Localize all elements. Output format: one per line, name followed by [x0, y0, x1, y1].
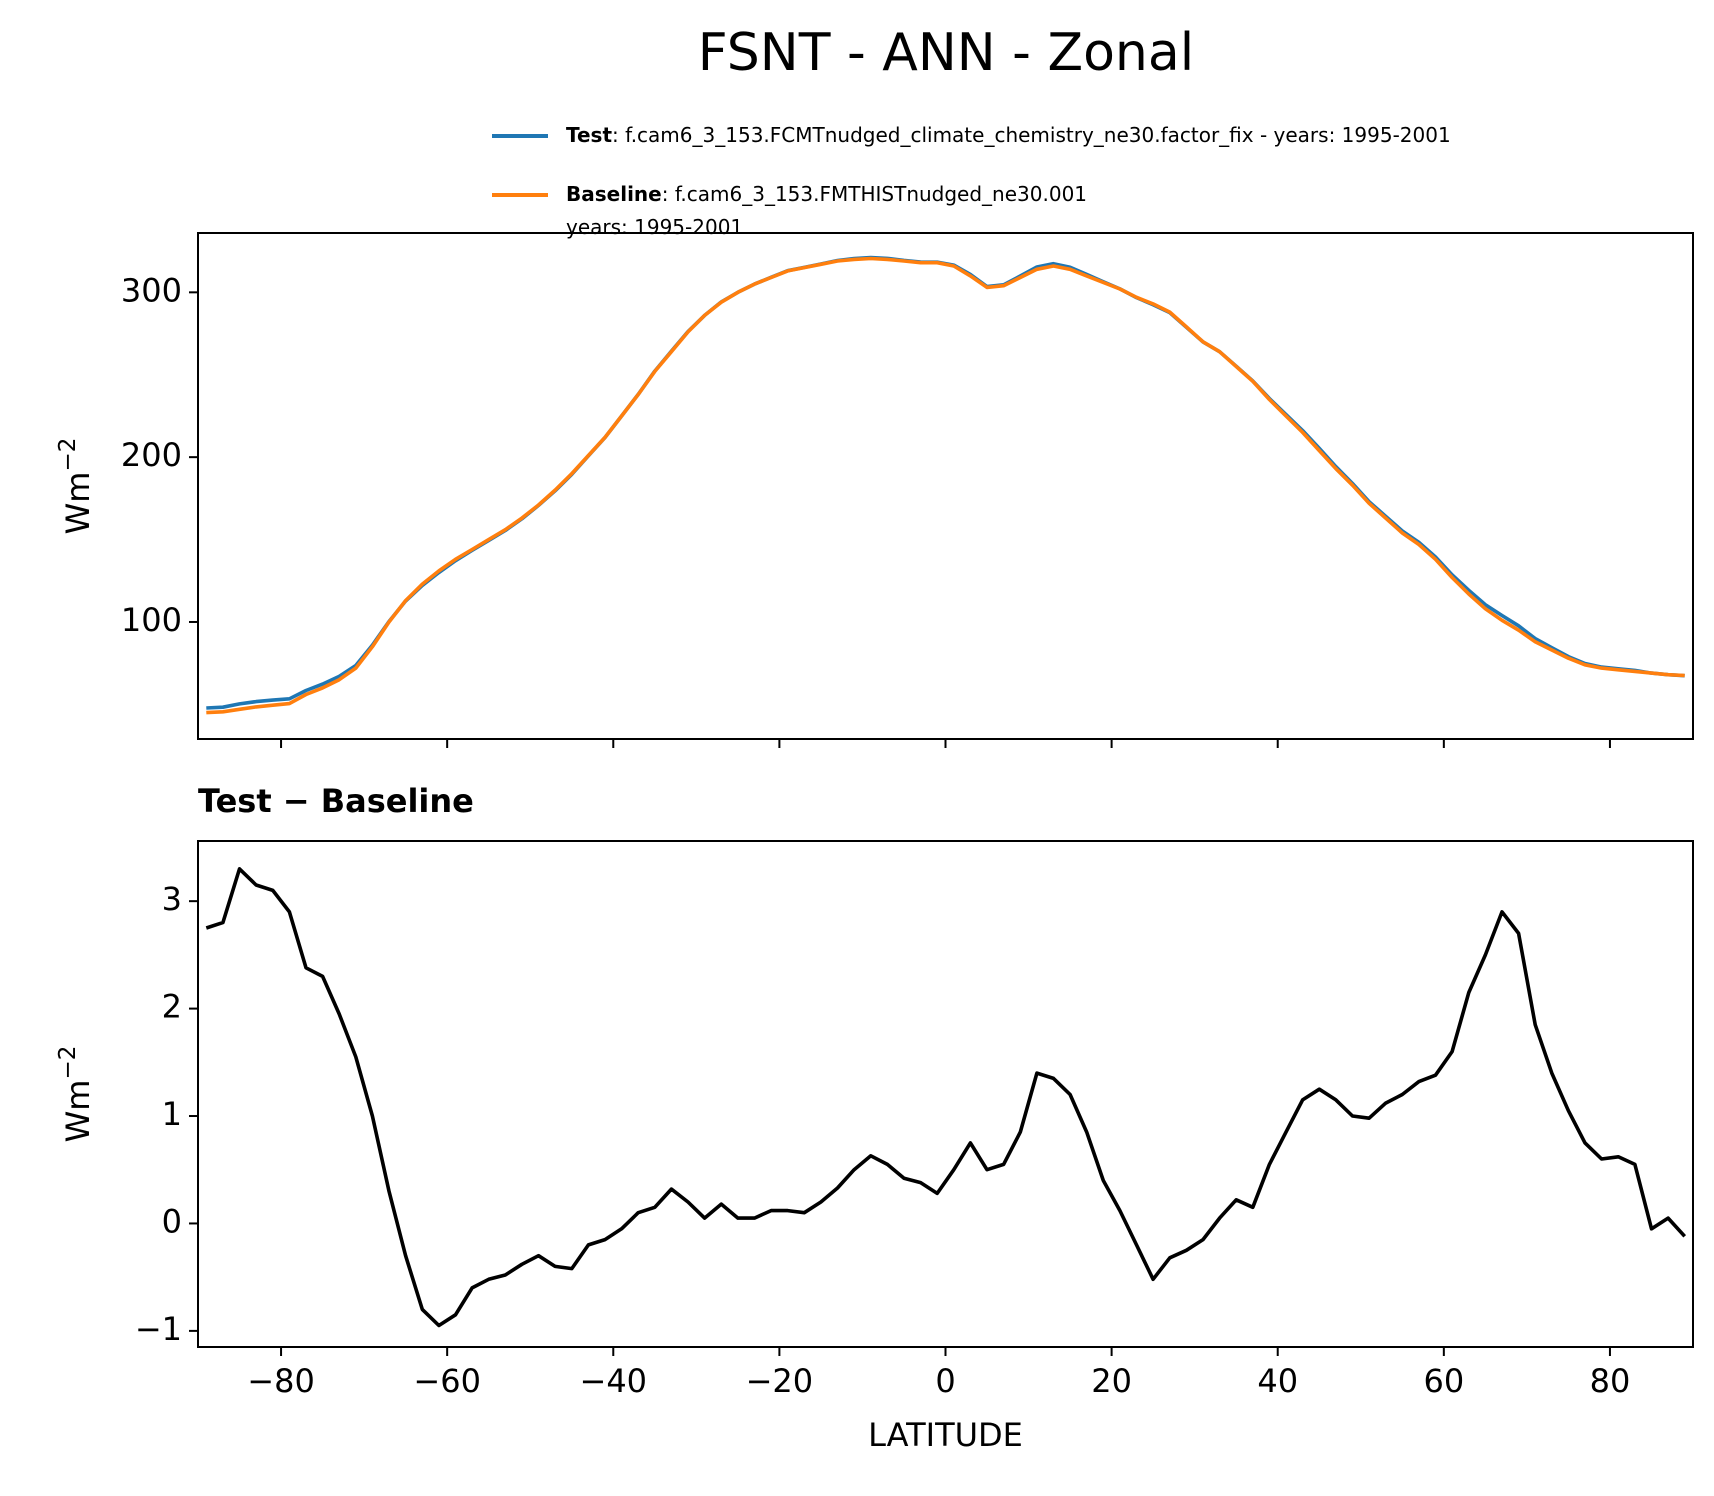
y-tick-label: 1: [162, 1095, 182, 1133]
series-line: [206, 256, 1685, 715]
x-axis-label: LATITUDE: [868, 1416, 1023, 1454]
x-tick-label: −60: [413, 1362, 481, 1400]
x-tick-label: 60: [1423, 1362, 1464, 1400]
y-label-exponent: −2: [55, 438, 81, 472]
axes-frame: [197, 232, 1694, 740]
y-axis-label: Wm−2: [55, 1046, 98, 1143]
series-line: [205, 867, 1687, 1328]
x-tick-label: 40: [1257, 1362, 1298, 1400]
y-label-exponent: −2: [55, 1046, 81, 1080]
y-label-base: Wm: [59, 1080, 97, 1143]
axes-title: Test − Baseline: [198, 782, 474, 820]
y-label-base: Wm: [59, 472, 97, 535]
x-tick-label: −40: [580, 1362, 648, 1400]
y-axis-label: Wm−2: [55, 438, 98, 535]
series-line: [206, 255, 1685, 710]
legend-text: Baseline: f.cam6_3_153.FMTHISTnudged_ne3…: [566, 182, 1087, 206]
x-tick-label: 20: [1091, 1362, 1132, 1400]
x-tick-label: 0: [935, 1362, 955, 1400]
y-tick-label: −1: [135, 1310, 182, 1348]
legend-description: : f.cam6_3_153.FMTHISTnudged_ne30.001: [662, 182, 1087, 206]
axes-frame: [197, 840, 1694, 1348]
x-tick-label: −20: [746, 1362, 814, 1400]
y-tick-label: 0: [162, 1202, 182, 1240]
legend-text: Test: f.cam6_3_153.FCMTnudged_climate_ch…: [566, 123, 1451, 147]
y-tick-label: 3: [162, 880, 182, 918]
figure-title: FSNT - ANN - Zonal: [698, 23, 1194, 83]
legend-description: years: 1995-2001: [566, 215, 743, 239]
legend-description: : f.cam6_3_153.FCMTnudged_climate_chemis…: [612, 123, 1451, 147]
y-tick-label: 300: [121, 271, 182, 309]
legend-name: Baseline: [566, 182, 662, 206]
y-tick-label: 2: [162, 988, 182, 1026]
x-tick-label: −80: [247, 1362, 315, 1400]
y-tick-label: 100: [121, 601, 182, 639]
legend-text: years: 1995-2001: [566, 215, 743, 239]
legend-name: Test: [566, 123, 612, 147]
x-tick-label: 80: [1590, 1362, 1631, 1400]
y-tick-label: 200: [121, 436, 182, 474]
